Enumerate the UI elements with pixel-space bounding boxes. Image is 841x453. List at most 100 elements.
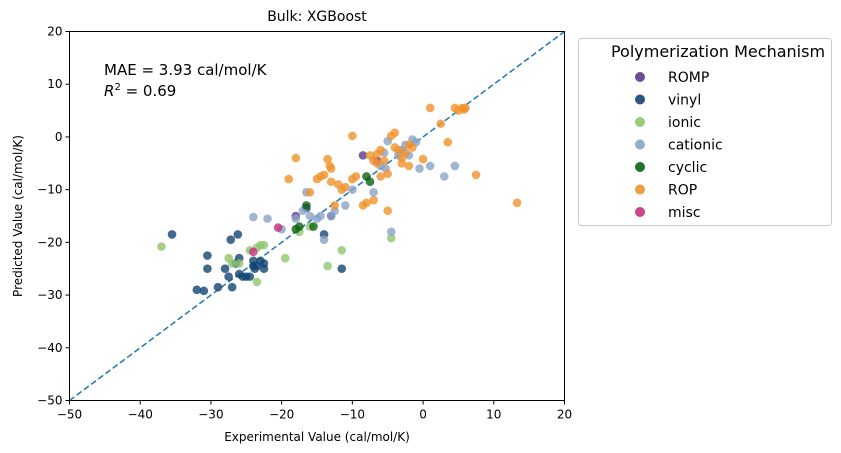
legend-title: Polymerization Mechanism <box>611 42 825 61</box>
point-vinyl <box>224 272 233 281</box>
point-cationic <box>340 201 350 210</box>
point-ionic <box>337 245 347 255</box>
point-rop <box>425 103 435 113</box>
legend-marker-vinyl <box>635 94 645 105</box>
point-vinyl <box>213 282 223 292</box>
point-cationic <box>348 185 357 194</box>
x-tick-label: −20 <box>269 408 294 422</box>
point-rop <box>379 156 389 165</box>
point-rop <box>319 170 329 180</box>
point-cationic <box>249 212 258 222</box>
point-ionic <box>280 253 290 263</box>
legend-marker-cyclic <box>635 162 645 172</box>
legend-marker-cationic <box>635 139 645 150</box>
point-vinyl <box>259 259 269 268</box>
point-cationic <box>291 214 301 223</box>
point-rop <box>401 148 410 158</box>
point-rop <box>436 119 446 129</box>
point-cationic <box>386 227 396 237</box>
point-rop <box>383 169 393 179</box>
y-tick-label: −50 <box>37 394 62 408</box>
r2-value: = 0.69 <box>121 82 177 100</box>
y-tick-label: −40 <box>37 341 62 355</box>
point-rop <box>372 158 382 168</box>
point-cationic <box>316 211 325 221</box>
point-vinyl <box>192 285 202 295</box>
scatter-points <box>157 103 522 296</box>
point-cationic <box>439 172 449 181</box>
x-tick-label: −40 <box>128 408 153 422</box>
point-rop <box>330 201 339 210</box>
point-rop <box>383 206 393 216</box>
point-rop <box>397 158 407 168</box>
y-tick-label: −10 <box>37 183 62 197</box>
y-axis-label: Predicted Value (cal/mol/K) <box>11 135 25 297</box>
point-cationic <box>415 164 424 173</box>
point-misc <box>273 223 283 232</box>
point-cyclic <box>365 177 375 187</box>
x-axis-label: Experimental Value (cal/mol/K) <box>224 430 410 444</box>
legend-label-vinyl: vinyl <box>668 93 701 109</box>
legend-label-cationic: cationic <box>668 138 723 154</box>
point-rop <box>326 177 336 187</box>
y-tick-label: −30 <box>37 288 62 302</box>
x-tick-label: 0 <box>419 408 427 422</box>
x-tick-label: −10 <box>340 408 365 422</box>
point-rop <box>376 172 385 181</box>
legend-label-cyclic: cyclic <box>668 160 707 176</box>
mae-annotation: MAE = 3.93 cal/mol/K <box>104 61 268 79</box>
point-rop <box>326 164 336 173</box>
point-rop <box>394 145 403 155</box>
legend: Polymerization Mechanism ROMP vinyl ionic c… <box>578 38 832 226</box>
y-tick-label: −20 <box>37 235 62 249</box>
point-vinyl <box>227 282 237 292</box>
point-rop <box>369 195 378 205</box>
point-vinyl <box>245 272 255 281</box>
y-tick-label: 20 <box>47 25 62 39</box>
point-ionic <box>227 259 237 268</box>
point-rop <box>471 170 481 180</box>
legend-label-ionic: ionic <box>668 115 701 131</box>
point-vinyl <box>220 264 230 274</box>
point-cyclic <box>302 201 311 210</box>
legend-label-rop: ROP <box>668 183 697 199</box>
x-tick-label: 20 <box>557 408 572 422</box>
point-rop <box>512 198 522 208</box>
legend-marker-ionic <box>635 117 645 127</box>
x-tick-label: −50 <box>57 408 82 422</box>
r2-superscript: 2 <box>114 82 120 93</box>
point-misc <box>249 247 258 257</box>
plot-area <box>69 30 565 402</box>
point-romp <box>358 151 368 160</box>
point-rop <box>348 131 357 141</box>
legend-frame <box>578 38 832 226</box>
point-rop <box>323 154 332 164</box>
legend-items: ROMP vinyl ionic cationic cyclic ROP misc <box>635 70 723 221</box>
point-cationic <box>450 161 460 171</box>
legend-marker-rop <box>635 184 645 195</box>
point-ionic <box>252 277 262 287</box>
point-vinyl <box>337 264 347 274</box>
x-axis-ticks: −50 −40 −30 −20 −10 0 10 20 <box>57 400 572 422</box>
point-vinyl <box>226 235 236 245</box>
point-ionic <box>323 261 332 271</box>
point-ionic <box>259 240 269 250</box>
y-tick-label: 0 <box>55 130 63 144</box>
r2-symbol: R <box>104 82 114 100</box>
point-vinyl <box>233 230 243 239</box>
point-rop <box>340 182 350 192</box>
point-rop <box>404 161 414 171</box>
point-cyclic <box>295 222 304 231</box>
legend-label-misc: misc <box>668 205 701 221</box>
point-rop <box>408 143 417 152</box>
legend-marker-misc <box>635 207 645 217</box>
y-tick-label: 10 <box>47 77 62 91</box>
point-cationic <box>425 161 435 171</box>
point-rop <box>291 153 301 163</box>
point-cyclic <box>309 222 318 231</box>
point-cationic <box>319 235 329 245</box>
legend-marker-romp <box>635 72 645 82</box>
point-cationic <box>369 187 378 197</box>
point-rop <box>284 174 294 184</box>
